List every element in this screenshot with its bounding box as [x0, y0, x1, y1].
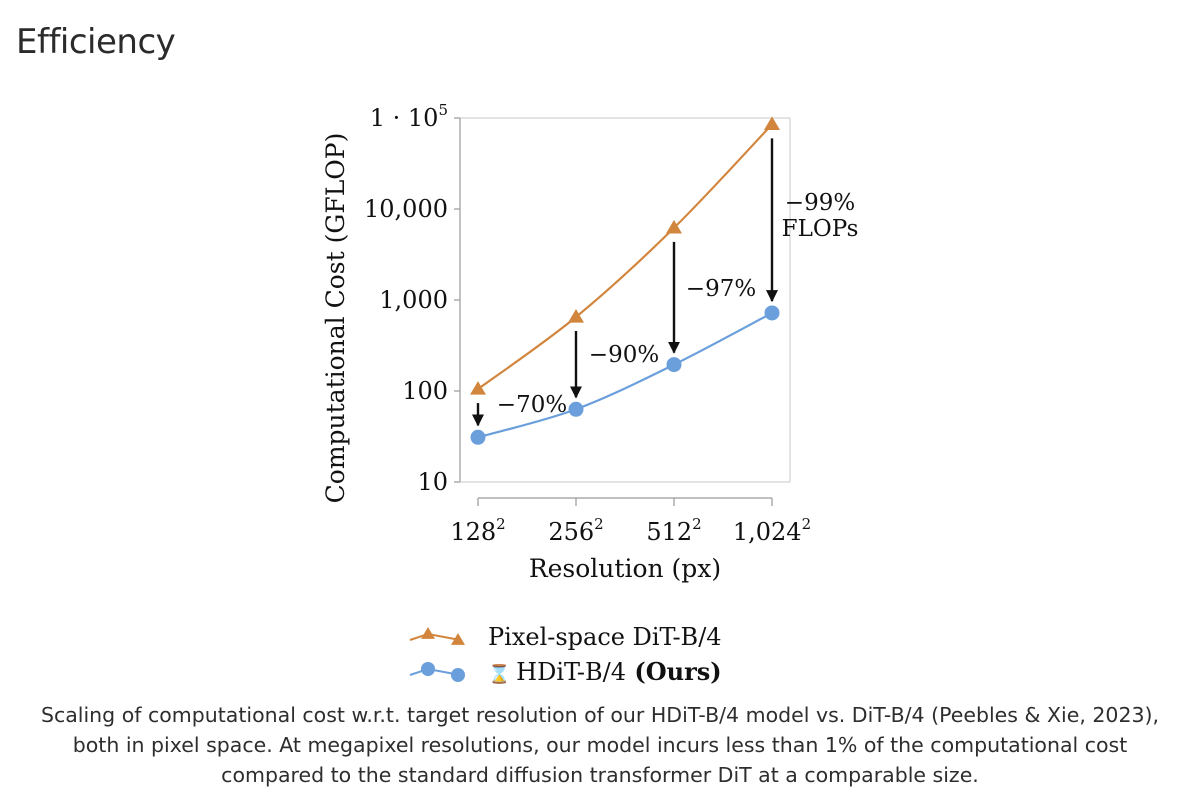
series-markers: [470, 116, 780, 445]
legend-label: ⌛ HDiT-B/4 (Ours): [488, 657, 722, 686]
chart-legend: Pixel-space DiT-B/4 ⌛ HDiT-B/4 (Ours): [409, 623, 722, 686]
hdit-point: [764, 305, 780, 321]
pixel-dit-point: [764, 116, 780, 131]
section-title: Efficiency: [16, 22, 176, 62]
series-lines: [477, 123, 773, 439]
reduction-label-line2: FLOPs: [782, 216, 859, 242]
flop-scaling-chart: 10 100 1,000 10,000 1 · 105 1282 2562 5122 1,024…: [321, 101, 858, 686]
chart-labels: 10 100 1,000 10,000 1 · 105 1282 2562 5122 1,024…: [321, 101, 858, 583]
hdit-point: [666, 357, 682, 373]
chart-axes: [454, 117, 791, 506]
hdit-line: [477, 312, 773, 439]
pixel-dit-point: [470, 381, 486, 395]
legend-label: Pixel-space DiT-B/4: [488, 623, 722, 651]
legend-triangle-marker: [421, 627, 435, 639]
x-tick-label: 1282: [450, 515, 505, 546]
legend-triangle-marker: [451, 633, 465, 645]
y-tick-label: 100: [402, 377, 448, 405]
y-tick-label: 10: [417, 468, 448, 496]
hourglass-icon: ⌛: [488, 663, 516, 685]
reduction-label: −90%: [589, 342, 659, 368]
pixel-dit-line: [477, 123, 773, 390]
figure-caption: Scaling of computational cost w.r.t. tar…: [40, 703, 1160, 787]
x-tick-label: 5122: [646, 515, 701, 546]
legend-swatch-line: [409, 632, 461, 641]
reduction-label: −97%: [686, 276, 756, 302]
x-tick-label: 2562: [548, 515, 603, 546]
y-tick-label: 1,000: [379, 286, 448, 314]
y-tick-label: 10,000: [364, 195, 448, 223]
y-tick-label: 1 · 105: [370, 101, 448, 132]
legend-circle-marker: [451, 668, 465, 682]
reduction-label: −70%: [497, 392, 567, 418]
pixel-dit-point: [568, 309, 584, 323]
pixel-dit-point: [666, 219, 682, 234]
x-tick-label: 1,0242: [733, 515, 811, 546]
reduction-arrows: [472, 138, 778, 427]
x-axis-title: Resolution (px): [529, 554, 721, 583]
hdit-point: [568, 401, 584, 417]
y-axis-title: Computational Cost (GFLOP): [321, 133, 350, 504]
hdit-point: [470, 429, 486, 445]
legend-circle-marker: [421, 662, 435, 676]
reduction-label: −99%: [785, 190, 855, 216]
